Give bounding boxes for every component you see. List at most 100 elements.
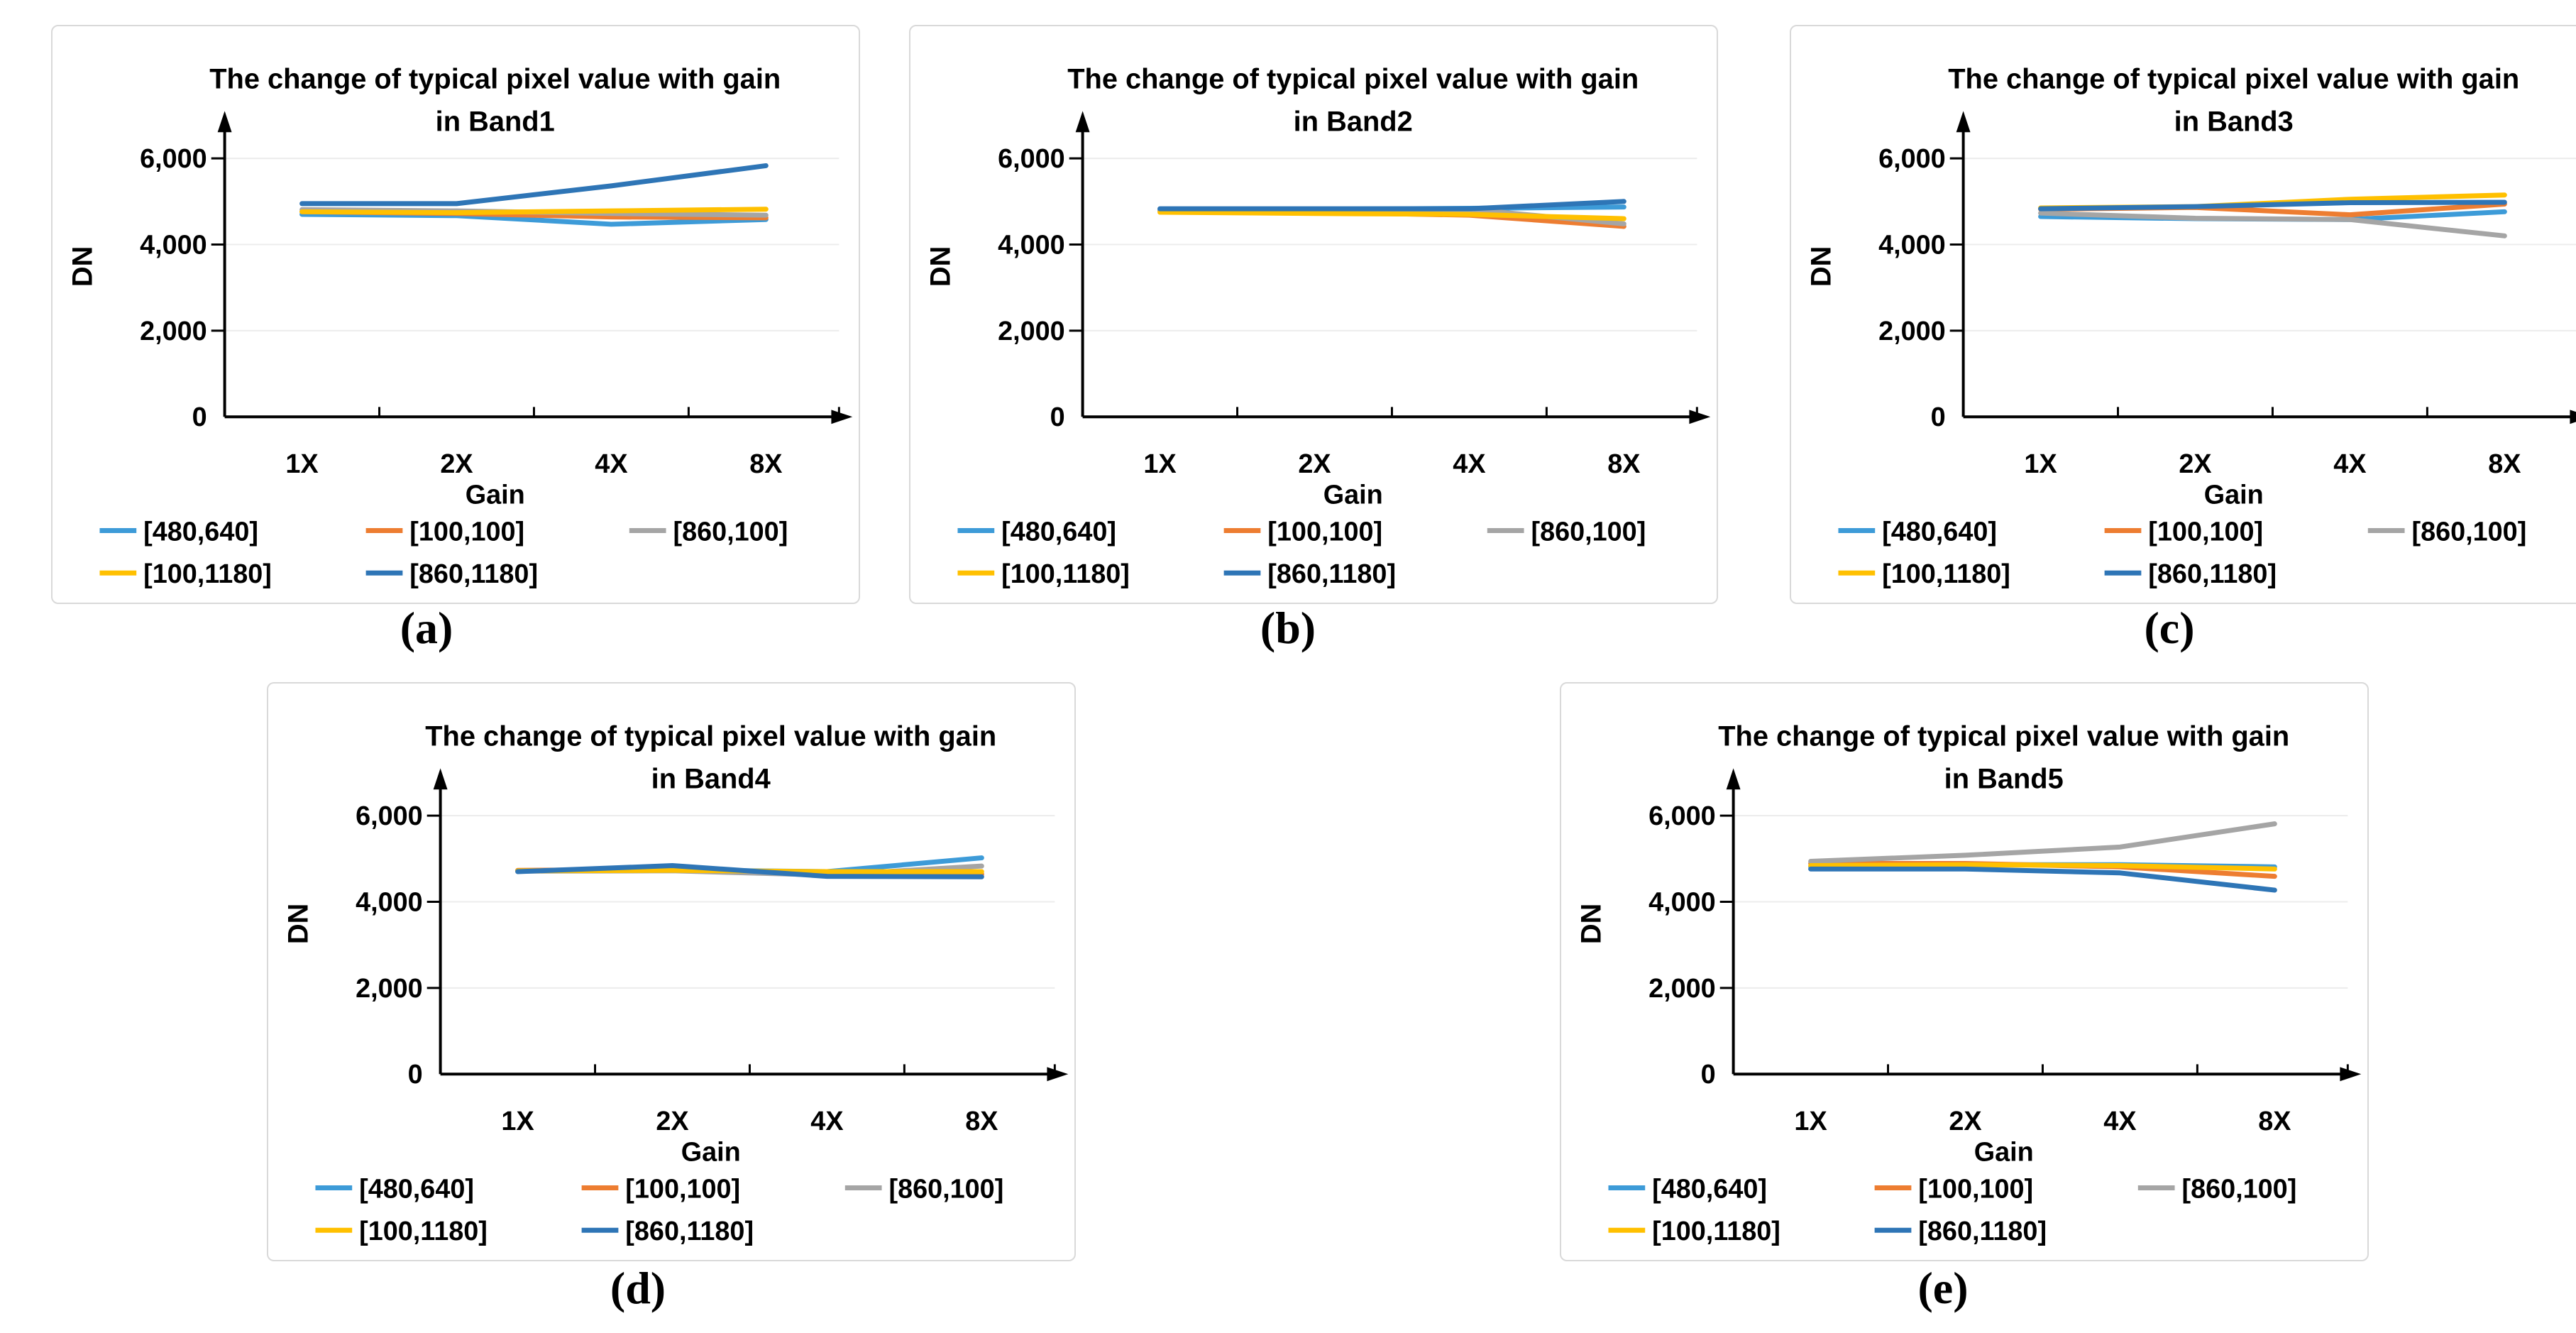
chart-title-line2: in Band5 — [1944, 763, 2064, 794]
chart-svg-in-band3: The change of typical pixel value with g… — [1806, 64, 2576, 589]
x-axis-title: Gain — [1323, 481, 1383, 510]
x-tick-label-1X: 1X — [2024, 449, 2057, 479]
x-tick-label-4X: 4X — [595, 449, 627, 479]
y-axis-arrowhead-icon — [1956, 111, 1971, 133]
x-tick-label-2X: 2X — [2179, 449, 2211, 479]
y-tick-label: 0 — [1701, 1060, 1716, 1090]
x-axis-arrowhead-icon — [1689, 410, 1711, 424]
legend-label-[100,1180]: [100,1180] — [1652, 1217, 1780, 1246]
y-axis-arrowhead-icon — [217, 111, 232, 133]
y-tick-label: 4,000 — [1648, 887, 1716, 917]
legend-label-[860,1180]: [860,1180] — [1918, 1217, 2047, 1246]
x-tick-label-4X: 4X — [2333, 449, 2366, 479]
y-tick-label: 6,000 — [1878, 144, 1946, 174]
subfigure-label-e: (e) — [1917, 1263, 1969, 1313]
chart-title-line2: in Band2 — [1294, 106, 1413, 137]
x-tick-label-4X: 4X — [1453, 449, 1485, 479]
legend-label-[480,640]: [480,640] — [359, 1174, 474, 1204]
chart-panel-band1: The change of typical pixel value with g… — [51, 25, 860, 604]
y-tick-label: 2,000 — [140, 317, 207, 346]
series-line-[100,1180] — [299, 207, 769, 216]
x-axis-title: Gain — [466, 481, 525, 510]
x-tick-label-1X: 1X — [501, 1107, 534, 1136]
x-tick-label-2X: 2X — [1298, 449, 1331, 479]
legend-label-[100,100]: [100,100] — [625, 1174, 740, 1204]
legend-label-[480,640]: [480,640] — [1652, 1174, 1767, 1204]
y-tick-label: 4,000 — [356, 887, 423, 917]
y-tick-label: 0 — [192, 402, 207, 432]
y-axis-title: DN — [67, 246, 99, 287]
x-axis-title: Gain — [2204, 481, 2264, 510]
series-line-[860,1180] — [299, 163, 769, 207]
chart-title-line1: The change of typical pixel value with g… — [1718, 721, 2289, 752]
chart-title-line1: The change of typical pixel value with g… — [1067, 64, 1639, 95]
y-tick-label: 6,000 — [998, 144, 1065, 174]
series-line-[860,1180] — [2038, 199, 2507, 212]
subfigure-label-c: (c) — [2144, 603, 2195, 653]
x-tick-label-1X: 1X — [1794, 1107, 1827, 1136]
subfigure-label-a: (a) — [400, 603, 453, 653]
chart-panel-band5: The change of typical pixel value with g… — [1560, 682, 2369, 1261]
x-tick-label-8X: 8X — [2488, 449, 2521, 479]
y-tick-label: 2,000 — [998, 317, 1065, 346]
x-axis-arrowhead-icon — [831, 410, 853, 424]
y-tick-label: 0 — [408, 1060, 423, 1090]
legend-label-[480,640]: [480,640] — [1001, 517, 1116, 547]
legend-label-[100,1180]: [100,1180] — [1001, 559, 1130, 589]
x-tick-label-1X: 1X — [1143, 449, 1176, 479]
x-axis-arrowhead-icon — [2340, 1067, 2362, 1082]
chart-title-line1: The change of typical pixel value with g… — [209, 64, 781, 95]
chart-title-line2: in Band4 — [651, 763, 771, 794]
x-tick-label-2X: 2X — [440, 449, 473, 479]
x-tick-label-8X: 8X — [965, 1107, 998, 1136]
y-tick-label: 2,000 — [356, 974, 423, 1004]
series-line-[100,1180] — [1157, 209, 1626, 221]
x-tick-label-2X: 2X — [656, 1107, 688, 1136]
legend-label-[100,100]: [100,100] — [2148, 517, 2263, 547]
series-line-[860,1180] — [1808, 866, 2277, 893]
y-tick-label: 6,000 — [356, 801, 423, 831]
y-tick-label: 0 — [1931, 402, 1946, 432]
x-axis-arrowhead-icon — [2570, 410, 2576, 424]
legend-label-[100,100]: [100,100] — [409, 517, 524, 547]
y-axis-title: DN — [283, 904, 314, 944]
chart-svg-in-band2: The change of typical pixel value with g… — [925, 64, 1711, 589]
chart-svg-in-band5: The change of typical pixel value with g… — [1576, 721, 2362, 1246]
x-axis-arrowhead-icon — [1047, 1067, 1069, 1082]
legend-label-[860,1180]: [860,1180] — [625, 1217, 754, 1246]
y-tick-label: 2,000 — [1648, 974, 1716, 1004]
legend-label-[480,640]: [480,640] — [143, 517, 258, 547]
subfigure-label-d: (d) — [610, 1263, 666, 1313]
chart-panel-band4: The change of typical pixel value with g… — [267, 682, 1076, 1261]
series-line-[860,1180] — [515, 863, 984, 879]
legend-label-[860,1180]: [860,1180] — [2148, 559, 2277, 589]
y-tick-label: 4,000 — [140, 230, 207, 260]
y-axis-arrowhead-icon — [433, 768, 448, 790]
chart-panel-band3: The change of typical pixel value with g… — [1790, 25, 2576, 604]
legend-label-[860,100]: [860,100] — [2181, 1174, 2296, 1204]
y-axis-title: DN — [1576, 904, 1607, 944]
chart-title-line2: in Band1 — [436, 106, 555, 137]
chart-svg-in-band1: The change of typical pixel value with g… — [67, 64, 853, 589]
legend-label-[480,640]: [480,640] — [1882, 517, 1997, 547]
series-line-[860,100] — [2038, 210, 2507, 238]
x-axis-title: Gain — [1974, 1138, 2034, 1168]
legend-label-[100,1180]: [100,1180] — [359, 1217, 488, 1246]
x-tick-label-1X: 1X — [285, 449, 318, 479]
series-line-[860,100] — [1808, 821, 2277, 864]
chart-title-line1: The change of typical pixel value with g… — [1948, 64, 2519, 95]
legend-label-[860,1180]: [860,1180] — [409, 559, 538, 589]
y-tick-label: 6,000 — [140, 144, 207, 174]
y-axis-arrowhead-icon — [1075, 111, 1090, 133]
y-tick-label: 6,000 — [1648, 801, 1716, 831]
legend-label-[100,1180]: [100,1180] — [143, 559, 272, 589]
y-tick-label: 2,000 — [1878, 317, 1946, 346]
y-tick-label: 4,000 — [1878, 230, 1946, 260]
legend-label-[860,100]: [860,100] — [673, 517, 788, 547]
legend-label-[100,1180]: [100,1180] — [1882, 559, 2010, 589]
y-axis-title: DN — [1806, 246, 1837, 287]
legend-label-[860,100]: [860,100] — [1531, 517, 1646, 547]
chart-title-line1: The change of typical pixel value with g… — [425, 721, 996, 752]
x-tick-label-4X: 4X — [2103, 1107, 2136, 1136]
